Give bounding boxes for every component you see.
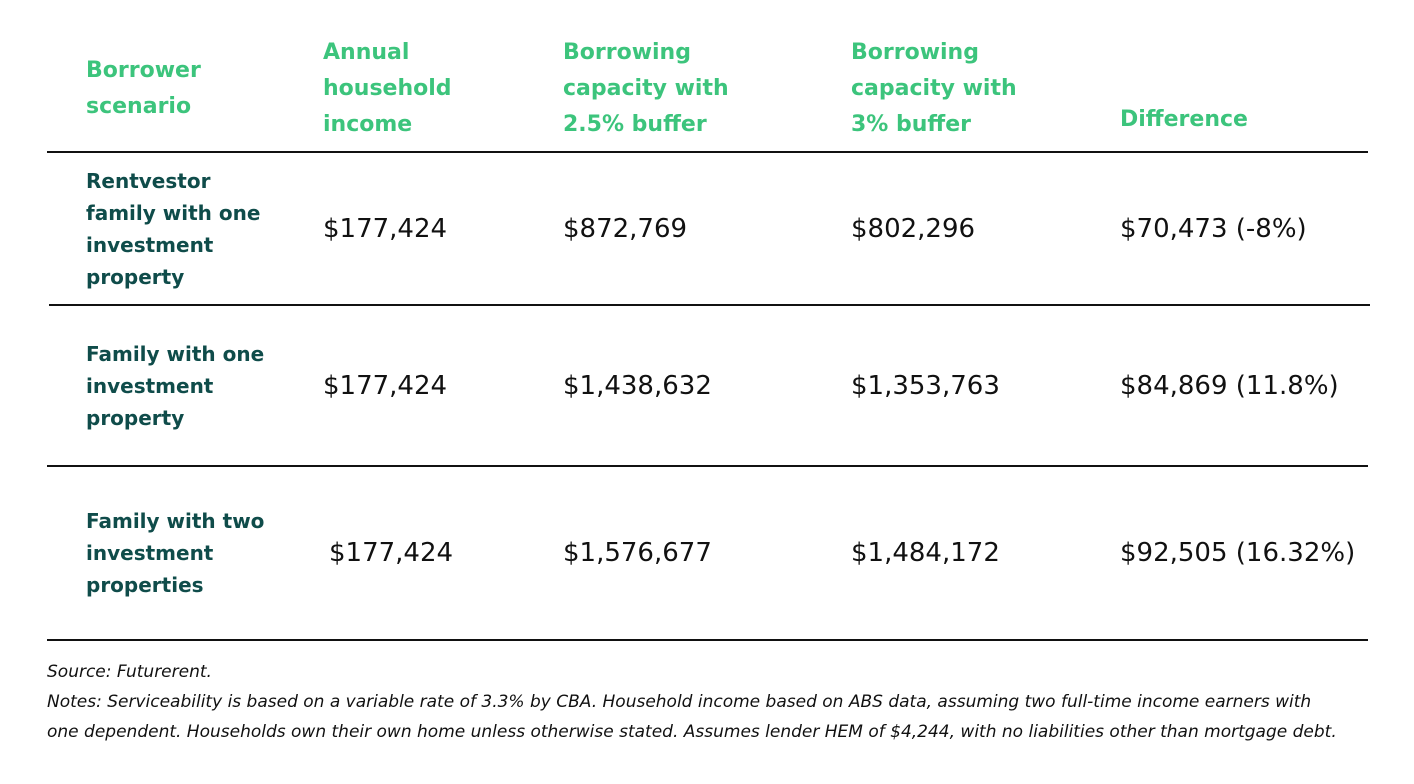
column-header: Borrower scenario — [86, 58, 201, 119]
cell-value: $1,438,632 — [563, 370, 712, 401]
row-label: Rentvestor family with one investment pr… — [86, 168, 261, 289]
row-divider — [47, 151, 1368, 153]
row-divider — [49, 304, 1370, 306]
value-cell: $802,296 — [851, 153, 1111, 304]
value-cell: $92,505 (16.32%) — [1120, 467, 1380, 639]
notes: Notes: Serviceability is based on a vari… — [47, 692, 1337, 742]
value-cell: $872,769 — [563, 153, 823, 304]
column-header: Annual household income — [323, 40, 452, 137]
cell-value: $1,484,172 — [851, 538, 1000, 568]
cell-value: $177,424 — [323, 370, 448, 401]
value-cell: $84,869 (11.8%) — [1120, 306, 1380, 465]
value-cell: $177,424 — [329, 467, 589, 639]
value-cell: $70,473 (-8%) — [1120, 153, 1380, 304]
source: Source: Futurerent. — [47, 662, 212, 682]
column-header: Borrowing capacity with 2.5% buffer — [563, 40, 729, 137]
column-header: Borrowing capacity with 3% buffer — [851, 40, 1017, 137]
cell-value: $1,576,677 — [563, 538, 712, 568]
value-cell: $1,353,763 — [851, 306, 1111, 465]
value-cell: $177,424 — [323, 153, 583, 304]
row-label-cell: Family with one investment property — [86, 306, 266, 465]
cell-value: $1,353,763 — [851, 370, 1000, 401]
row-divider — [47, 639, 1368, 641]
cell-value: $872,769 — [563, 213, 688, 244]
cell-value: $92,505 (16.32%) — [1120, 538, 1356, 568]
row-label-cell: Rentvestor family with one investment pr… — [86, 153, 266, 304]
cell-value: $84,869 (11.8%) — [1120, 370, 1339, 401]
cell-value: $177,424 — [323, 213, 448, 244]
value-cell: $177,424 — [323, 306, 583, 465]
value-cell: $1,484,172 — [851, 467, 1111, 639]
cell-value: $802,296 — [851, 213, 976, 244]
value-cell: $1,438,632 — [563, 306, 823, 465]
row-label: Family with one investment property — [86, 341, 265, 430]
cell-value: $70,473 (-8%) — [1120, 213, 1307, 244]
row-label-cell: Family with two investment properties — [86, 467, 266, 639]
cell-value: $177,424 — [329, 538, 454, 568]
row-divider — [47, 465, 1368, 467]
row-label: Family with two investment properties — [86, 509, 265, 597]
value-cell: $1,576,677 — [563, 467, 823, 639]
column-header: Difference — [1120, 107, 1248, 132]
